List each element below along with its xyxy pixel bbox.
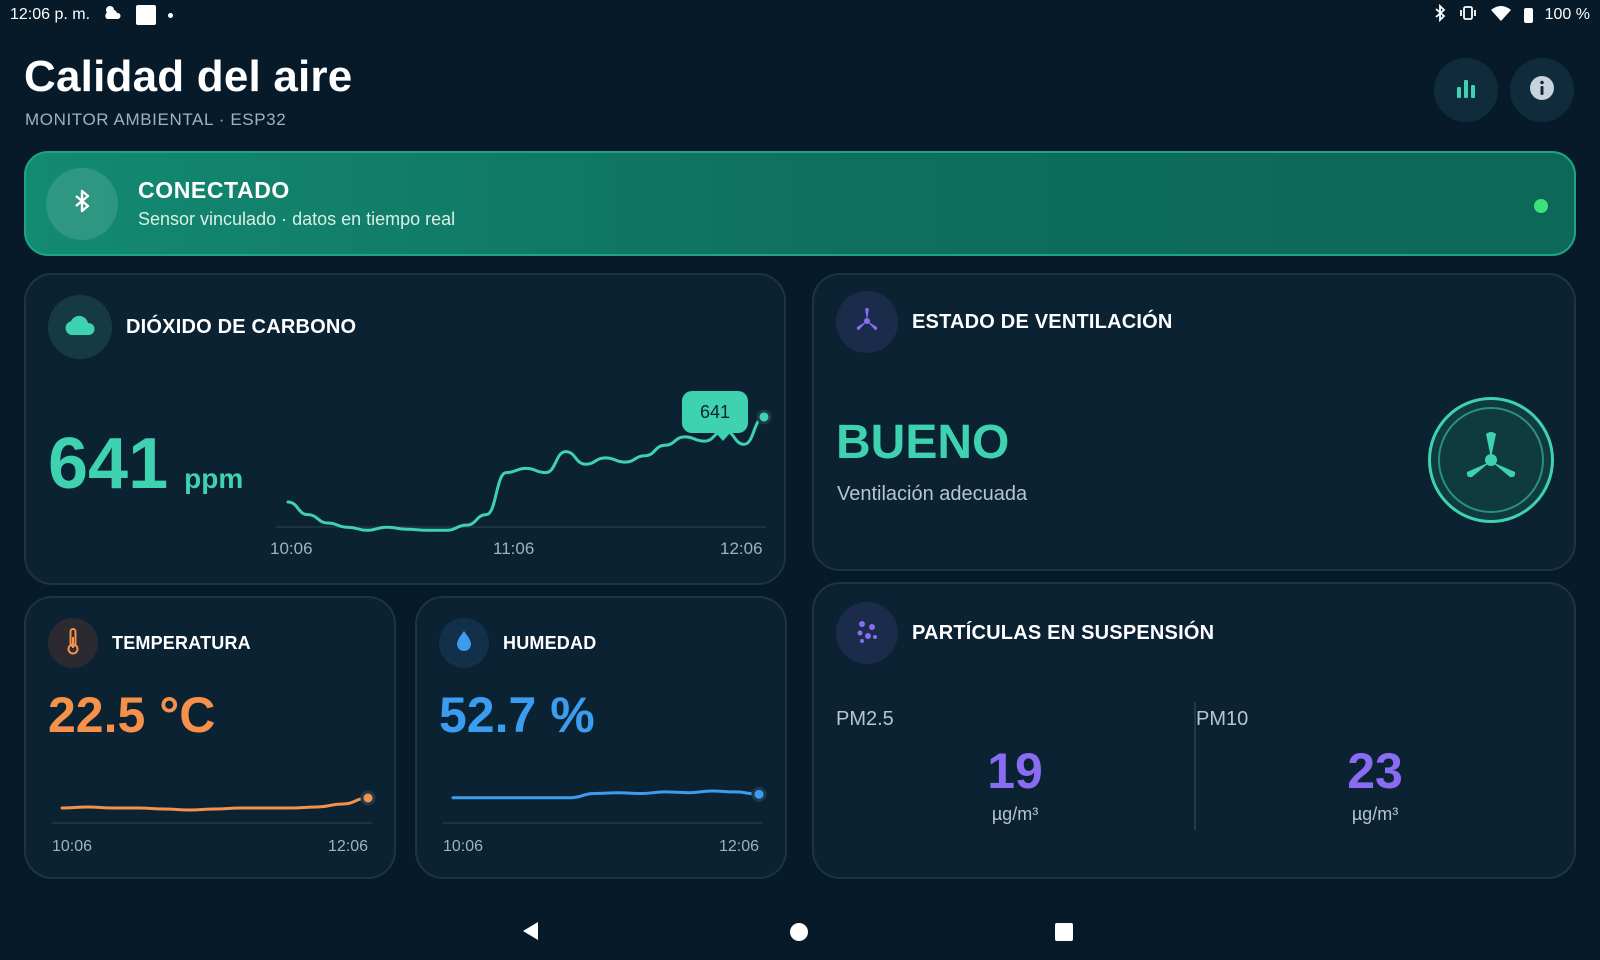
back-icon	[523, 922, 538, 940]
humidity-line-chart	[443, 786, 767, 824]
co2-last-point	[756, 409, 772, 425]
pm25-unit: µg/m³	[991, 804, 1039, 824]
temperature-card[interactable]: TEMPERATURA 22.5 °C 10:06 12:06	[24, 596, 396, 879]
co2-line-chart	[276, 409, 772, 532]
temperature-chip	[48, 618, 98, 668]
status-bar: 12:06 p. m. 100 %	[0, 0, 1600, 30]
connection-detail: Sensor vinculado · datos en tiempo real	[138, 209, 456, 229]
co2-tick-start: 10:06	[270, 539, 313, 558]
humidity-title: HUMEDAD	[503, 632, 597, 653]
co2-title: DIÓXIDO DE CARBONO	[126, 315, 357, 338]
co2-series-line	[286, 415, 766, 532]
vibrate-icon	[1458, 5, 1478, 26]
connection-banner: CONECTADO Sensor vinculado · datos en ti…	[24, 151, 1576, 256]
humidity-value: 52.7 %	[439, 687, 595, 743]
ventilation-chip	[836, 291, 898, 353]
bluetooth-chip	[46, 167, 118, 240]
co2-card[interactable]: DIÓXIDO DE CARBONO 641 ppm 641 10:06 11:…	[24, 273, 786, 585]
bluetooth-icon	[73, 188, 91, 219]
page-subtitle: MONITOR AMBIENTAL · ESP32	[25, 110, 287, 129]
temperature-value: 22.5 °C	[48, 687, 216, 743]
humidity-tick-end: 12:06	[719, 838, 760, 855]
info-button[interactable]	[1510, 58, 1574, 122]
page-title: Calidad del aire	[24, 52, 353, 101]
co2-tooltip-value: 641	[699, 401, 731, 422]
weather-icon	[102, 4, 124, 27]
humidity-series-line	[451, 789, 761, 800]
temperature-tick-start: 10:06	[52, 838, 93, 855]
particles-divider	[1194, 702, 1196, 830]
battery-level: 100 %	[1544, 6, 1590, 23]
ventilation-card[interactable]: ESTADO DE VENTILACIÓN BUENO Ventilación …	[812, 273, 1576, 571]
co2-chip	[48, 295, 112, 359]
ventilation-title: ESTADO DE VENTILACIÓN	[912, 310, 1173, 333]
notification-square-icon	[136, 5, 157, 25]
temperature-series-line	[60, 796, 370, 812]
pm25-label: PM2.5	[836, 708, 894, 730]
temperature-last-point	[360, 790, 376, 806]
co2-tick-mid: 11:06	[493, 539, 535, 558]
particles-chip	[836, 602, 898, 664]
fan-icon	[1459, 426, 1523, 495]
ventilation-state: BUENO	[836, 416, 1010, 469]
co2-tooltip: 641	[682, 391, 748, 441]
home-icon	[790, 923, 808, 941]
particles-card[interactable]: PARTÍCULAS EN SUSPENSIÓN PM2.5 19 µg/m³ …	[812, 582, 1576, 879]
ventilation-fan-badge	[1428, 397, 1554, 523]
water-drop-icon	[455, 629, 473, 658]
navigation-bar	[0, 900, 1600, 960]
ventilation-description: Ventilación adecuada	[837, 483, 1028, 505]
recents-icon	[1055, 923, 1073, 941]
pm25-value: 19	[987, 743, 1043, 799]
bluetooth-icon	[1434, 3, 1446, 27]
pm10-label: PM10	[1196, 708, 1249, 730]
back-button[interactable]	[520, 920, 542, 947]
temperature-line-chart	[52, 790, 376, 824]
connection-status: CONECTADO	[138, 177, 290, 203]
home-button[interactable]	[789, 922, 809, 947]
temperature-title: TEMPERATURA	[112, 632, 251, 653]
dot-icon	[168, 12, 174, 18]
pm10-unit: µg/m³	[1351, 804, 1399, 824]
humidity-tick-start: 10:06	[443, 838, 484, 855]
humidity-chip	[439, 618, 489, 668]
particles-title: PARTÍCULAS EN SUSPENSIÓN	[912, 621, 1215, 644]
co2-tick-end: 12:06	[720, 539, 763, 558]
humidity-last-point	[751, 786, 767, 802]
thermometer-icon	[65, 627, 81, 660]
pm10-value: 23	[1347, 743, 1403, 799]
info-icon	[1529, 75, 1555, 106]
tooltip-pointer	[715, 432, 731, 441]
fan-icon	[853, 306, 881, 339]
wifi-icon	[1490, 5, 1512, 26]
bar-chart-icon	[1454, 77, 1478, 104]
battery-icon	[1523, 7, 1533, 23]
connection-indicator-dot	[1534, 199, 1548, 213]
cloud-icon	[64, 314, 96, 341]
status-time: 12:06 p. m.	[10, 6, 91, 23]
humidity-card[interactable]: HUMEDAD 52.7 % 10:06 12:06	[415, 596, 787, 879]
stats-button[interactable]	[1434, 58, 1498, 122]
temperature-tick-end: 12:06	[328, 838, 369, 855]
recents-button[interactable]	[1055, 923, 1073, 946]
co2-value: 641	[48, 424, 169, 504]
dots-icon	[853, 617, 881, 650]
co2-unit: ppm	[184, 463, 244, 494]
